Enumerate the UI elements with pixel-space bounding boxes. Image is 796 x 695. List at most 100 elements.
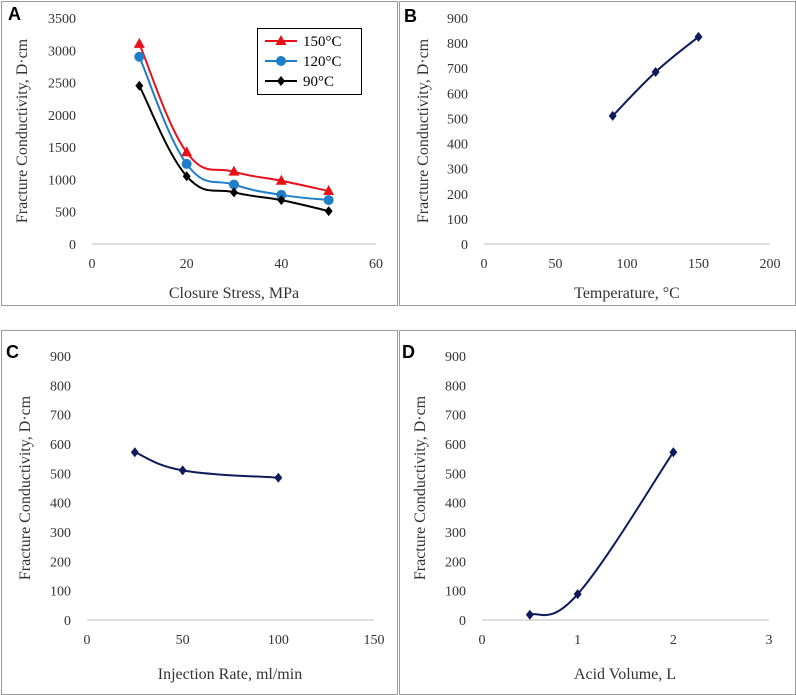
y-tick-label: 900 xyxy=(445,350,466,365)
x-tick-label: 0 xyxy=(479,633,486,648)
x-axis-label: Acid Volume, L xyxy=(574,666,676,683)
x-axis-label: Injection Rate, ml/min xyxy=(158,666,302,683)
legend-swatch-marker xyxy=(277,76,285,86)
x-tick-label: 60 xyxy=(369,257,383,272)
legend: 150°C 120°C 90°C xyxy=(257,28,362,95)
y-tick-label: 200 xyxy=(447,188,468,203)
y-tick-label: 3000 xyxy=(48,44,76,59)
data-point xyxy=(276,189,287,200)
x-tick-label: 100 xyxy=(617,257,638,272)
y-tick-label: 200 xyxy=(50,555,71,570)
legend-swatch-marker xyxy=(276,56,286,66)
data-point xyxy=(178,465,187,476)
data-point xyxy=(182,171,191,182)
data-point xyxy=(230,187,238,198)
x-axis-label: Temperature, °C xyxy=(574,285,680,302)
data-point xyxy=(323,185,335,196)
x-tick-label: 0 xyxy=(481,257,488,272)
y-tick-label: 0 xyxy=(69,238,76,253)
data-point xyxy=(525,609,534,620)
series-150C xyxy=(133,37,335,196)
panel-letter: B xyxy=(404,6,417,26)
y-tick-label: 100 xyxy=(447,213,468,228)
series-0 xyxy=(130,447,283,483)
data-point xyxy=(573,589,582,600)
y-tick-label: 3500 xyxy=(48,12,76,27)
legend-entry: 120°C xyxy=(303,54,342,70)
series-120C xyxy=(134,51,334,206)
x-tick-label: 1 xyxy=(574,633,581,648)
data-point xyxy=(277,195,286,206)
y-tick-label: 100 xyxy=(50,585,71,600)
y-tick-label: 500 xyxy=(447,112,468,127)
series-line xyxy=(138,56,329,202)
y-tick-label: 300 xyxy=(445,526,466,541)
x-tick-label: 200 xyxy=(760,257,781,272)
y-tick-label: 100 xyxy=(445,585,466,600)
legend-entry: 90°C xyxy=(303,74,334,90)
data-point xyxy=(694,31,703,42)
y-tick-label: 0 xyxy=(461,238,468,253)
x-tick-label: 100 xyxy=(268,633,289,648)
panel-letter: C xyxy=(6,342,19,362)
y-tick-label: 200 xyxy=(445,555,466,570)
y-axis-label: Fracture Conductivity, D·cm xyxy=(415,38,432,223)
data-point xyxy=(134,51,145,62)
panel-c: 0 100 200 300 400 500 600 700 800 900 0 50 100 150 Inj… xyxy=(1,330,398,695)
x-tick-label: 2 xyxy=(670,633,677,648)
y-tick-label: 2000 xyxy=(48,109,76,124)
y-tick-label: 1500 xyxy=(48,141,76,156)
x-tick-label: 50 xyxy=(176,633,190,648)
y-tick-label: 1000 xyxy=(48,173,76,188)
data-point xyxy=(229,179,239,190)
y-tick-label: 700 xyxy=(447,62,468,77)
data-point xyxy=(135,80,144,91)
x-tick-label: 150 xyxy=(688,257,709,272)
panel-letter: A xyxy=(8,4,21,24)
series-line xyxy=(529,451,675,617)
data-point xyxy=(669,447,678,458)
y-tick-label: 900 xyxy=(50,350,71,365)
y-tick-label: 800 xyxy=(50,379,71,394)
data-point xyxy=(275,174,287,185)
x-tick-label: 3 xyxy=(766,633,773,648)
y-tick-label: 300 xyxy=(50,526,71,541)
y-axis-label: Fracture Conductivity, D·cm xyxy=(412,395,429,580)
panel-d: 0 100 200 300 400 500 600 700 800 900 0 1 2 3 Acid Vol… xyxy=(399,330,796,695)
data-point xyxy=(324,206,333,217)
data-point xyxy=(181,158,192,169)
x-tick-label: 40 xyxy=(274,257,288,272)
panel-b: 0 100 200 300 400 500 600 700 800 900 0 50 100 150 200… xyxy=(399,1,796,306)
data-point xyxy=(608,110,617,121)
panel-a: 0 500 1000 1500 2000 2500 3000 3500 0 20 40 60 Closu… xyxy=(1,1,398,306)
data-point xyxy=(323,195,334,206)
y-tick-label: 600 xyxy=(50,438,71,453)
y-axis-label: Fracture Conductivity, D·cm xyxy=(14,38,31,223)
y-tick-label: 400 xyxy=(447,138,468,153)
panel-frame xyxy=(399,330,796,695)
panel-letter: D xyxy=(402,342,415,362)
panel-frame xyxy=(399,1,796,306)
y-tick-label: 600 xyxy=(445,438,466,453)
y-axis-label: Fracture Conductivity, D·cm xyxy=(17,395,34,580)
panel-frame xyxy=(1,330,398,695)
series-0 xyxy=(608,31,703,121)
y-tick-label: 400 xyxy=(445,497,466,512)
y-tick-label: 500 xyxy=(50,467,71,482)
x-tick-label: 150 xyxy=(364,633,385,648)
data-point xyxy=(651,66,660,77)
series-90C xyxy=(135,80,333,217)
y-tick-label: 800 xyxy=(447,37,468,52)
x-tick-label: 0 xyxy=(89,257,96,272)
x-tick-label: 0 xyxy=(84,633,91,648)
y-tick-label: 500 xyxy=(445,467,466,482)
legend-entry: 150°C xyxy=(303,34,342,50)
data-point xyxy=(274,472,283,483)
legend-swatch-marker xyxy=(275,35,287,45)
y-tick-label: 2500 xyxy=(48,77,76,92)
data-point xyxy=(130,447,139,458)
x-axis-label: Closure Stress, MPa xyxy=(169,285,299,302)
data-point xyxy=(133,37,145,48)
data-point xyxy=(181,146,193,157)
